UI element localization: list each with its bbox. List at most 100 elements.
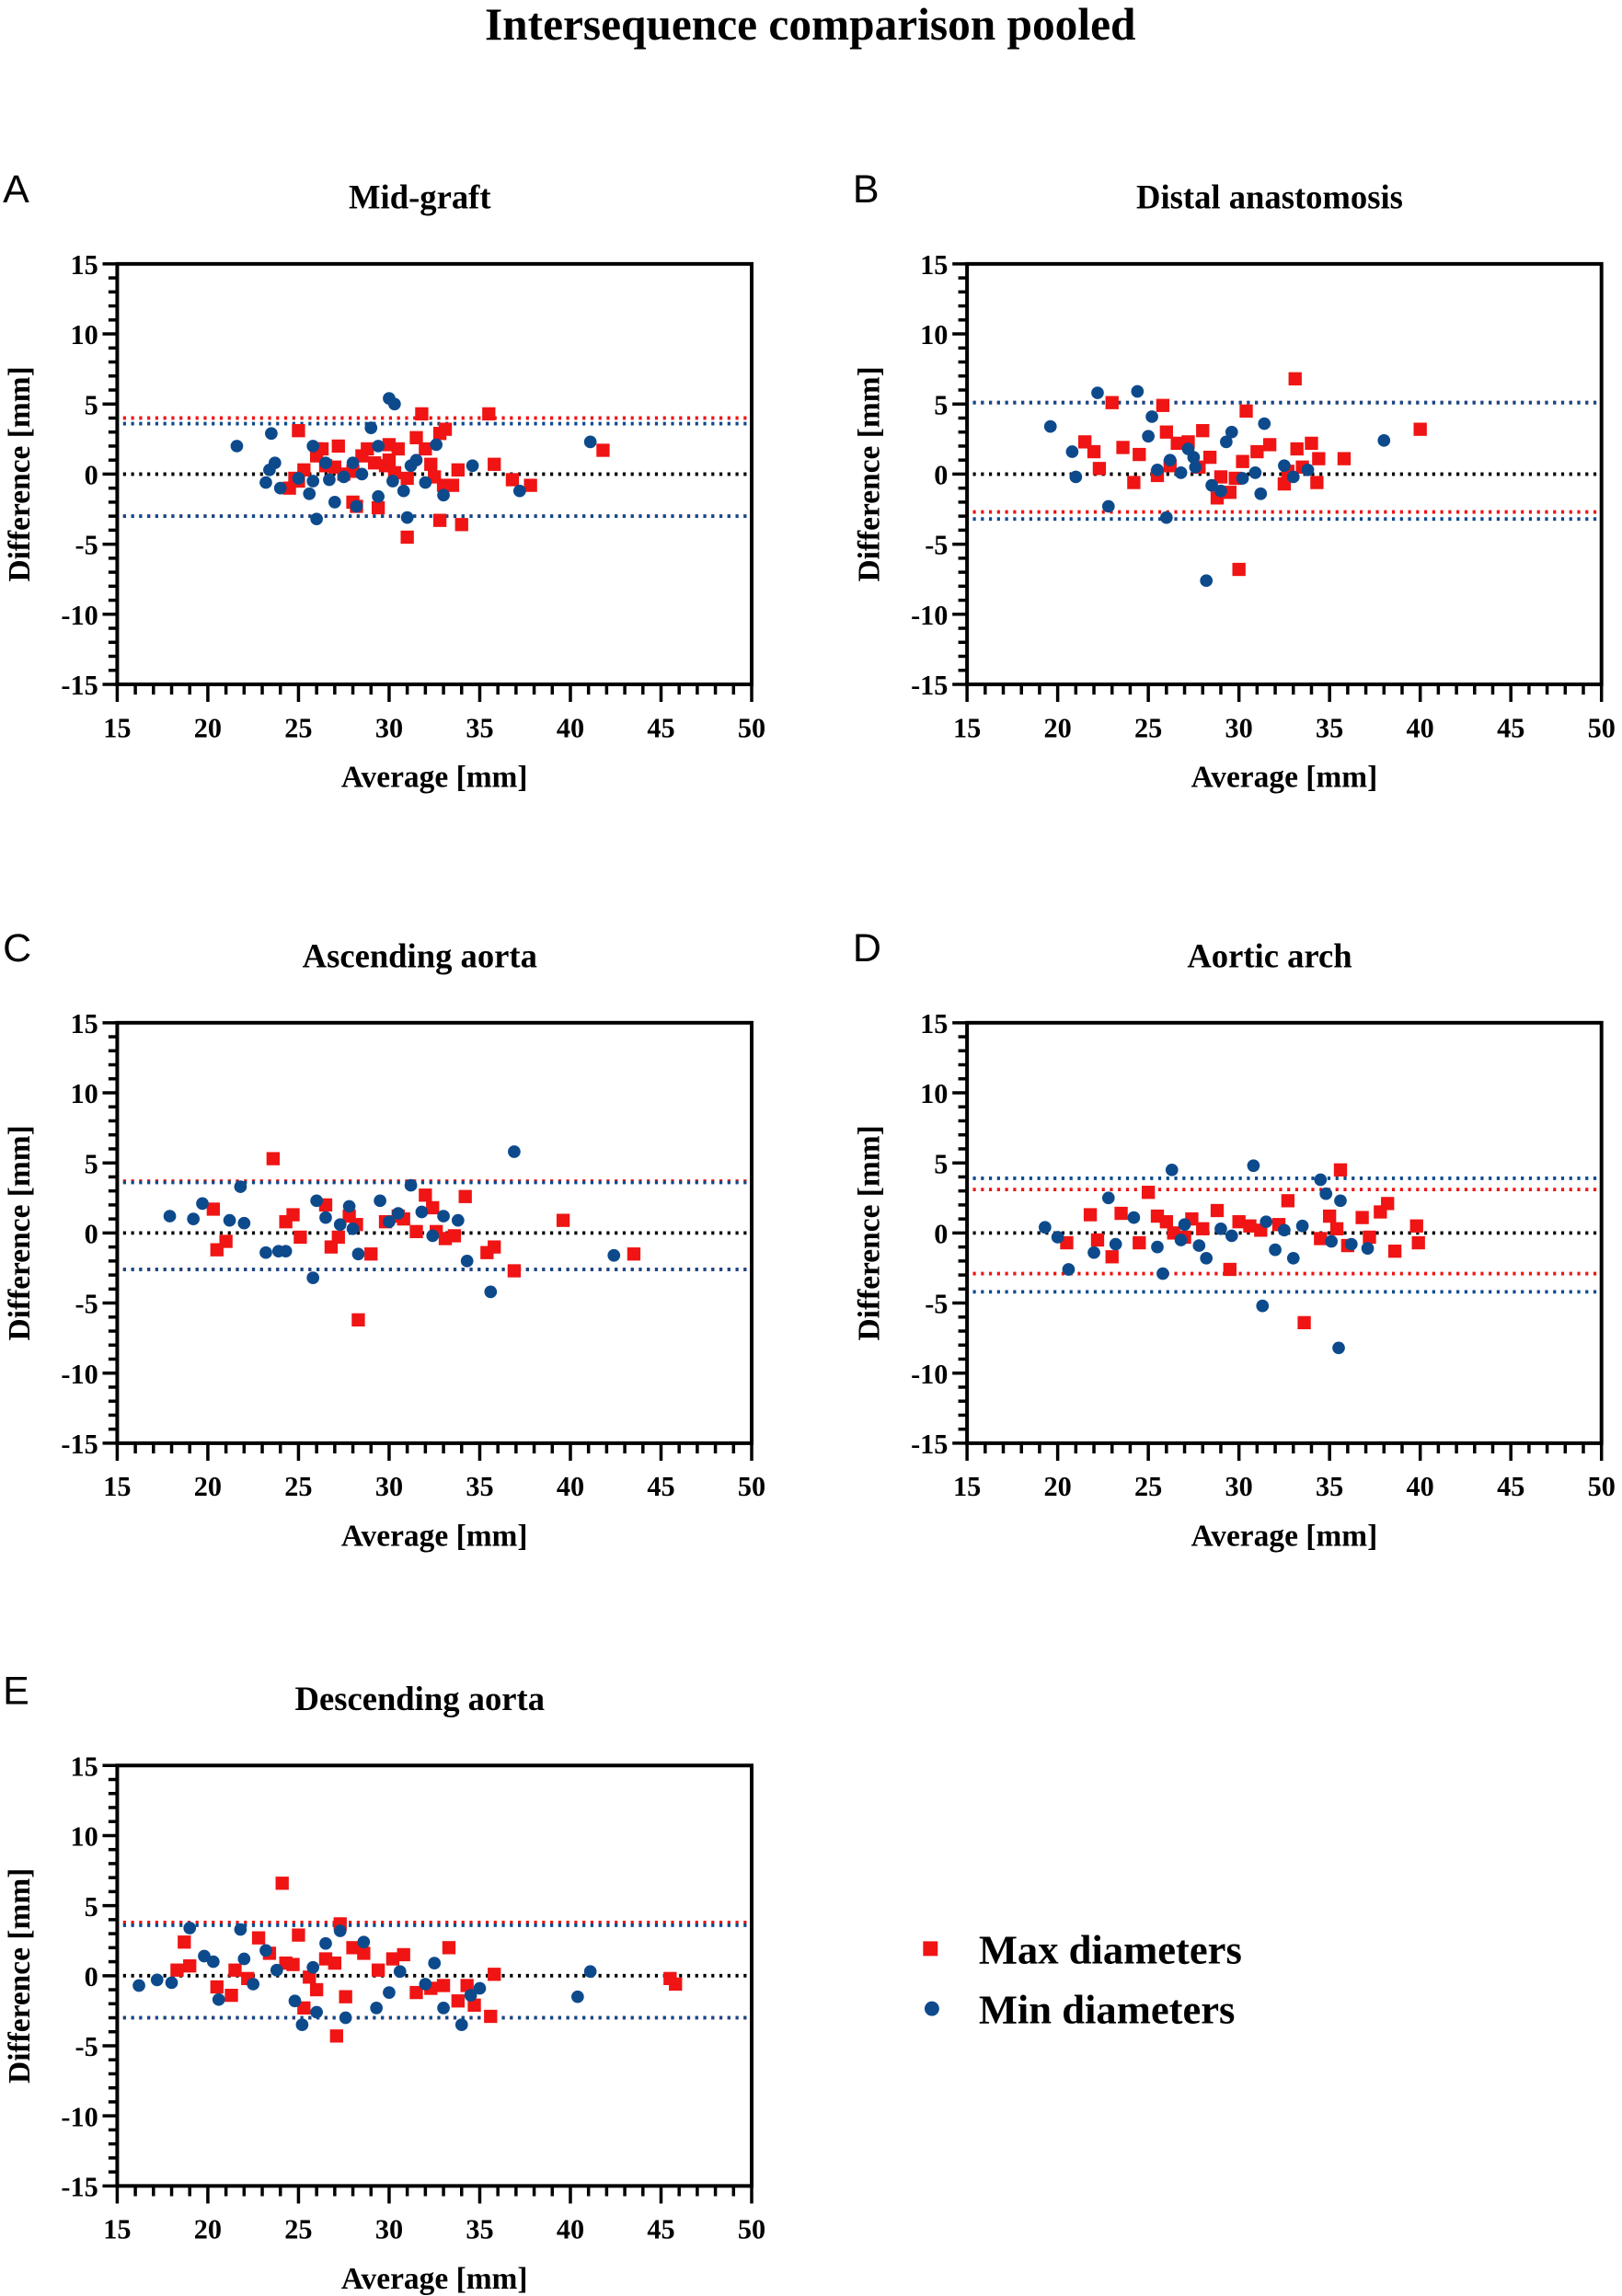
point-min [1087, 1246, 1100, 1259]
point-min [132, 1979, 145, 1992]
point-max [1413, 422, 1427, 436]
point-min [372, 440, 385, 453]
point-min [279, 1245, 293, 1258]
point-min [234, 1923, 247, 1936]
point-min [1258, 417, 1271, 430]
x-tick-label: 25 [284, 712, 312, 743]
point-min [388, 397, 401, 411]
point-max [1133, 1235, 1146, 1250]
point-min [1269, 1243, 1282, 1257]
point-min [1295, 1219, 1309, 1233]
point-max [1381, 1197, 1395, 1211]
x-tick-label: 45 [647, 712, 674, 743]
point-min [1278, 459, 1291, 473]
point-max [293, 1230, 307, 1245]
panel-letter: D [853, 926, 881, 970]
point-min [350, 499, 363, 513]
x-tick-label: 30 [375, 2214, 403, 2245]
y-tick-label: -5 [75, 2031, 98, 2062]
point-max [1322, 1209, 1337, 1223]
point-min [391, 1207, 405, 1220]
panel-letter: A [3, 167, 29, 212]
y-tick-label: -10 [911, 600, 948, 631]
point-max [409, 1985, 423, 2000]
point-max [482, 407, 496, 421]
point-max [467, 1998, 481, 2012]
point-min [319, 1936, 332, 1950]
y-tick-label: 0 [934, 460, 948, 491]
point-min [1254, 487, 1268, 500]
x-tick-label: 15 [103, 2214, 131, 2245]
point-min [1314, 1173, 1328, 1187]
y-tick-label: -5 [75, 1289, 98, 1320]
point-max [458, 1189, 472, 1203]
point-min [484, 1285, 498, 1299]
y-tick-label: 15 [70, 249, 98, 281]
point-min [437, 1210, 450, 1223]
point-max [523, 478, 537, 492]
point-min [306, 475, 320, 488]
figure-title: Intersequence comparison pooled [485, 0, 1135, 50]
point-max [1087, 444, 1101, 459]
y-tick-label: 5 [85, 1891, 98, 1923]
point-min [150, 1973, 164, 1987]
point-min [1145, 410, 1158, 423]
point-max [1083, 1208, 1098, 1222]
point-min [607, 1248, 621, 1262]
point-max [1127, 476, 1141, 489]
x-tick-label: 20 [1043, 1471, 1071, 1502]
point-max [219, 1234, 233, 1248]
point-max [1202, 450, 1217, 465]
y-tick-label: -15 [911, 670, 948, 701]
x-tick-label: 40 [1407, 1471, 1434, 1502]
x-axis-label: Average [mm] [1191, 760, 1378, 794]
point-max [1196, 1222, 1210, 1235]
x-tick-label: 20 [194, 712, 222, 743]
point-max [275, 1877, 289, 1890]
panel-title: Aortic arch [1187, 936, 1352, 974]
point-min [270, 1963, 283, 1977]
point-min [328, 496, 341, 509]
point-min [383, 1986, 396, 1999]
y-tick-label: -15 [911, 1429, 948, 1460]
y-tick-label: -15 [61, 670, 98, 701]
point-min [454, 2018, 468, 2031]
point-max [451, 1994, 465, 2008]
point-max [1105, 1250, 1119, 1264]
point-min [187, 1212, 201, 1225]
point-min [259, 476, 272, 489]
point-max [224, 1988, 238, 2003]
x-tick-label: 35 [466, 1471, 493, 1502]
point-min [1278, 1223, 1291, 1237]
point-min [1038, 1221, 1052, 1234]
point-min [466, 459, 479, 473]
y-tick-label: 10 [920, 319, 948, 350]
point-min [1178, 1218, 1191, 1232]
y-tick-label: -5 [925, 530, 948, 561]
point-max [424, 457, 438, 471]
point-min [1062, 1263, 1076, 1276]
x-axis-label: Average [mm] [1191, 1519, 1378, 1553]
y-axis-label: Difference [mm] [3, 366, 37, 581]
point-min [230, 440, 244, 453]
y-tick-label: -10 [61, 2101, 98, 2132]
point-min [1200, 574, 1214, 588]
x-tick-label: 15 [953, 712, 981, 743]
point-min [337, 470, 351, 484]
point-max [1133, 447, 1146, 462]
point-min [346, 456, 360, 470]
y-tick-label: 0 [85, 1219, 98, 1250]
x-tick-label: 30 [375, 712, 403, 743]
point-min [306, 1960, 320, 1974]
point-min [1248, 466, 1262, 479]
point-min [1091, 386, 1104, 399]
point-max [1214, 470, 1228, 484]
y-tick-label: 5 [934, 389, 948, 420]
y-axis-label: Difference [mm] [853, 1125, 887, 1340]
point-min [1319, 1187, 1333, 1200]
